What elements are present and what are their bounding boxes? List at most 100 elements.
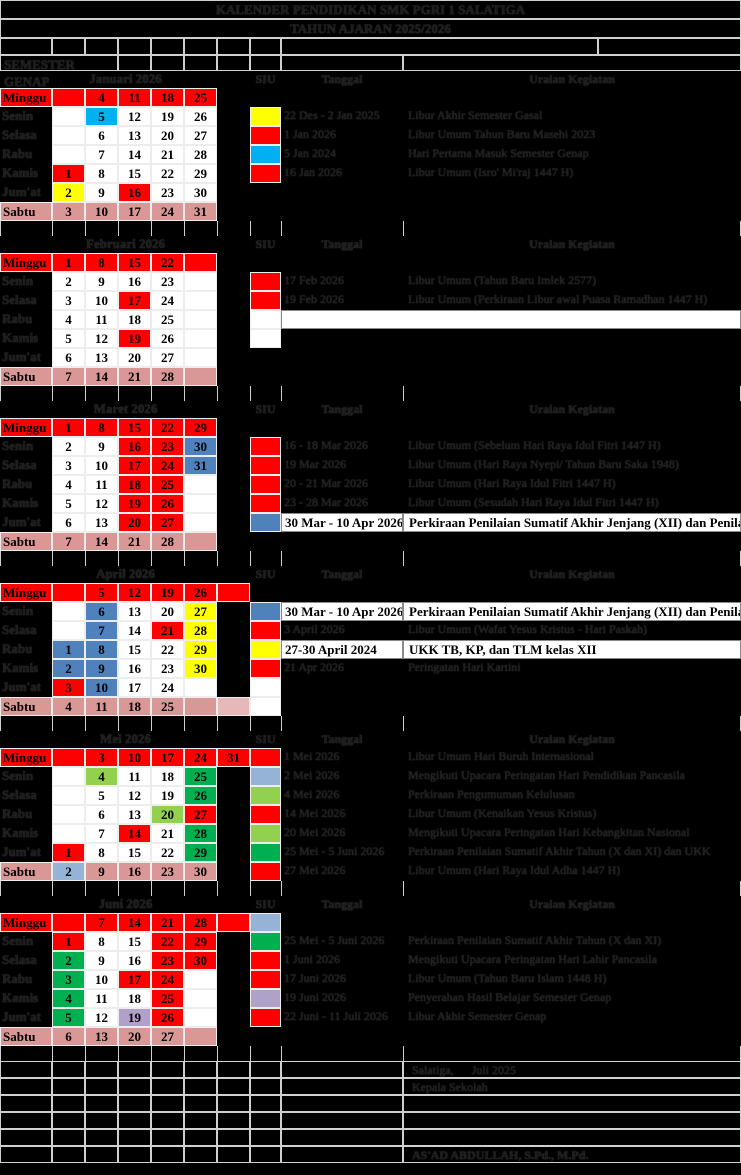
legend-date-cell[interactable]: 27 Mei 2026	[284, 863, 346, 877]
date-cell[interactable]: 25	[184, 88, 217, 107]
empty-cell[interactable]	[281, 1078, 403, 1095]
legend-date-cell[interactable]: 16 - 18 Mar 2026	[284, 438, 368, 452]
date-cell[interactable]: 16	[118, 437, 151, 456]
empty-date-cell[interactable]	[52, 824, 85, 843]
day-label[interactable]: Rabu	[2, 641, 33, 656]
legend-desc-cell[interactable]: Hari Pertama Masuk Semester Genap	[408, 146, 589, 160]
legend-date-cell[interactable]: 1 Mei 2026	[284, 749, 340, 763]
date-cell[interactable]: 31	[217, 748, 250, 767]
empty-cell[interactable]	[250, 1061, 281, 1078]
date-cell[interactable]: 7	[52, 367, 85, 386]
empty-date-cell[interactable]	[184, 291, 217, 310]
date-cell[interactable]: 11	[85, 989, 118, 1008]
empty-cell[interactable]	[281, 55, 403, 71]
date-cell[interactable]: 9	[85, 437, 118, 456]
day-label[interactable]: Senin	[2, 108, 34, 123]
date-cell[interactable]: 20	[118, 348, 151, 367]
legend-swatch[interactable]	[250, 640, 281, 659]
day-label[interactable]: Selasa	[2, 787, 37, 802]
date-cell[interactable]: 5	[85, 107, 118, 126]
date-cell[interactable]: 30	[184, 437, 217, 456]
date-cell[interactable]: 2	[52, 272, 85, 291]
date-cell[interactable]: 26	[151, 1008, 184, 1027]
empty-date-cell[interactable]	[52, 748, 85, 767]
legend-desc-cell[interactable]: Mengikuti Upacara Peringatan Hari Kebang…	[408, 825, 690, 839]
empty-cell[interactable]	[151, 1095, 184, 1112]
date-cell[interactable]: 6	[85, 126, 118, 145]
day-label[interactable]: Minggu	[0, 913, 52, 932]
empty-date-cell[interactable]	[184, 532, 217, 551]
empty-cell[interactable]	[217, 1061, 250, 1078]
empty-cell[interactable]	[184, 1112, 217, 1129]
day-label[interactable]: Rabu	[2, 146, 33, 161]
empty-date-cell[interactable]	[52, 88, 85, 107]
empty-cell[interactable]	[151, 1061, 184, 1078]
legend-desc-cell[interactable]: Libur Umum (Wafat Yesus Kristus - Hari P…	[408, 622, 648, 636]
empty-date-cell[interactable]	[184, 989, 217, 1008]
date-cell[interactable]: 11	[85, 310, 118, 329]
day-label[interactable]: Sabtu	[0, 532, 52, 551]
empty-cell[interactable]	[281, 38, 598, 55]
legend-date-cell[interactable]: 2 Mei 2026	[284, 768, 340, 782]
empty-date-cell[interactable]	[52, 805, 85, 824]
date-cell[interactable]: 5	[52, 494, 85, 513]
day-label[interactable]: Kamis	[2, 990, 39, 1005]
empty-cell[interactable]	[0, 1095, 52, 1112]
empty-cell[interactable]	[281, 1112, 403, 1129]
column-header-siu[interactable]: SIU	[255, 732, 276, 746]
date-cell[interactable]: 29	[184, 640, 217, 659]
date-cell[interactable]: 15	[118, 253, 151, 272]
empty-cell[interactable]	[250, 1078, 281, 1095]
legend-desc-cell[interactable]: Perkiraan Pengumuman Kelulusan	[408, 787, 575, 801]
legend-desc-cell[interactable]: Libur Umum (Perkiraan Libur awal Puasa R…	[408, 292, 708, 306]
date-cell[interactable]: 30	[184, 951, 217, 970]
date-cell[interactable]: 25	[151, 697, 184, 716]
legend-date-cell[interactable]: 30 Mar - 10 Apr 2026	[281, 602, 403, 621]
date-cell[interactable]: 6	[52, 1027, 85, 1046]
column-header-siu[interactable]: SIU	[255, 402, 276, 416]
date-cell[interactable]: 15	[118, 418, 151, 437]
day-label[interactable]: Minggu	[0, 748, 52, 767]
legend-desc-cell[interactable]: Perkiraan Penilaian Sumatif Akhir Jenjan…	[403, 602, 741, 621]
date-cell[interactable]: 12	[118, 107, 151, 126]
date-cell[interactable]: 9	[85, 951, 118, 970]
column-header-uraian[interactable]: Uraian Kegiatan	[529, 72, 615, 86]
legend-desc-cell[interactable]: Libur Umum Hari Buruh Internasional	[408, 749, 594, 763]
day-label[interactable]: Senin	[2, 933, 34, 948]
day-label[interactable]: Kamis	[2, 495, 39, 510]
legend-date-cell[interactable]: 16 Jan 2026	[284, 165, 342, 179]
column-header-siu[interactable]: SIU	[255, 237, 276, 251]
empty-cell[interactable]	[151, 1129, 184, 1146]
legend-date-cell[interactable]: 19 Feb 2026	[284, 292, 344, 306]
date-cell[interactable]: 26	[184, 107, 217, 126]
legend-date-cell[interactable]: 17 Feb 2026	[284, 273, 344, 287]
date-cell[interactable]: 3	[85, 748, 118, 767]
date-cell[interactable]: 17	[118, 202, 151, 221]
legend-swatch[interactable]	[250, 310, 281, 329]
legend-swatch[interactable]	[250, 621, 281, 640]
legend-swatch[interactable]	[250, 970, 281, 989]
empty-cell[interactable]	[85, 1095, 118, 1112]
empty-date-cell[interactable]	[184, 272, 217, 291]
legend-desc-cell[interactable]: Mengikuti Upacara Peringatan Hari Pendid…	[408, 768, 685, 782]
empty-cell[interactable]	[217, 1129, 250, 1146]
month-title[interactable]: Mei 2026	[100, 731, 151, 746]
empty-cell[interactable]	[250, 1146, 281, 1163]
legend-desc-cell[interactable]: Mengikuti Upacara Peringatan Hari Lahir …	[408, 952, 657, 966]
legend-swatch[interactable]	[250, 951, 281, 970]
empty-date-cell[interactable]	[184, 1008, 217, 1027]
empty-cell[interactable]	[85, 1129, 118, 1146]
legend-desc-cell[interactable]: Peringatan Hari Kartini	[408, 660, 521, 674]
empty-cell[interactable]	[184, 1129, 217, 1146]
date-cell[interactable]: 5	[85, 583, 118, 602]
legend-date-cell[interactable]: 21 Apr 2026	[284, 660, 344, 674]
date-cell[interactable]: 15	[118, 932, 151, 951]
day-label[interactable]: Jum'at	[2, 679, 41, 694]
date-cell[interactable]: 23	[151, 659, 184, 678]
empty-date-cell[interactable]	[184, 697, 217, 716]
date-cell[interactable]: 28	[151, 367, 184, 386]
date-cell[interactable]: 18	[118, 989, 151, 1008]
empty-cell[interactable]	[118, 1061, 151, 1078]
date-cell[interactable]: 16	[118, 183, 151, 202]
legend-swatch[interactable]	[250, 513, 281, 532]
